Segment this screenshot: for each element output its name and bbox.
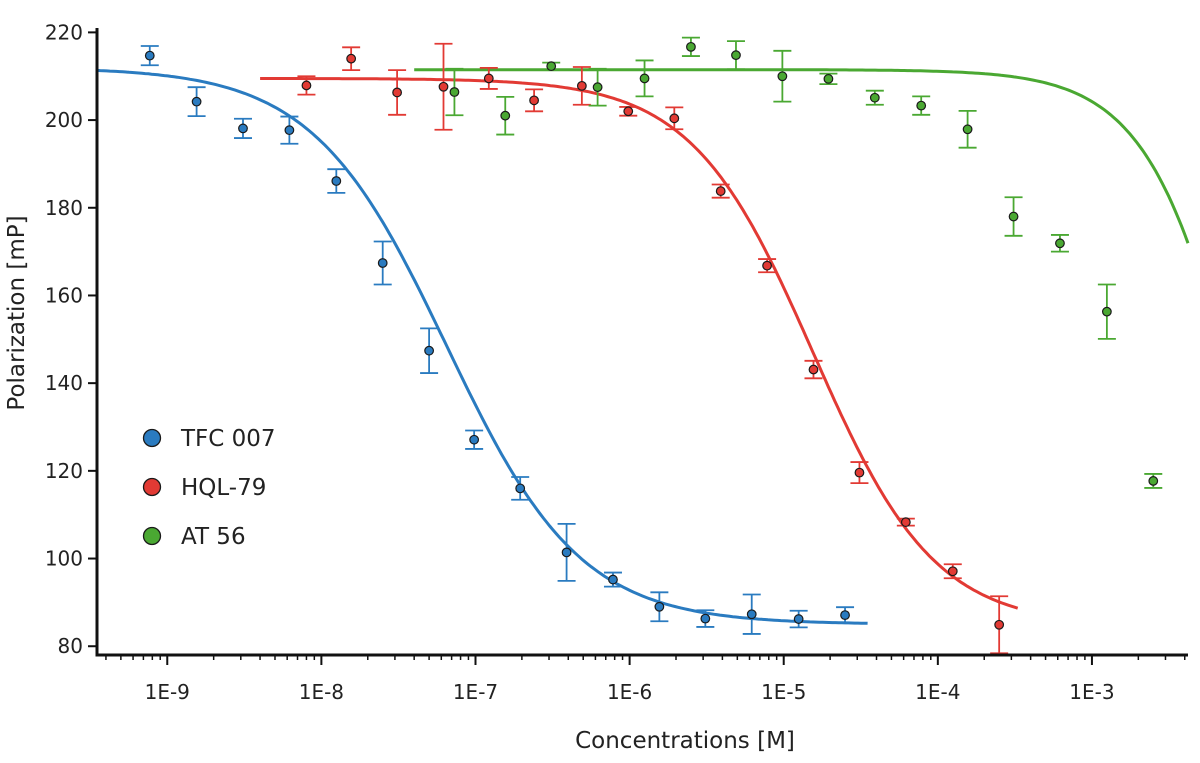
x-tick-label: 1E-5	[761, 680, 806, 704]
y-tick-label: 160	[45, 283, 83, 307]
y-tick-label: 180	[45, 196, 83, 220]
data-point	[639, 73, 650, 84]
data-point	[377, 258, 388, 268]
data-point	[900, 517, 911, 528]
data-point	[623, 106, 634, 117]
data-point	[777, 71, 788, 82]
tick-labels: 80 100 120 140 160 180 200 220 1E-9 1E-8 1E-7 1E-6 1…	[45, 20, 1115, 704]
data-point	[869, 92, 880, 103]
legend-marker	[142, 477, 162, 497]
data-point	[808, 364, 819, 375]
fit-curve-3	[414, 68, 1190, 244]
x-axis-title: Concentrations [M]	[575, 728, 795, 754]
y-tick-label: 220	[45, 20, 83, 44]
x-tick-label: 1E-3	[1069, 680, 1114, 704]
data-point	[346, 53, 357, 64]
data-point	[669, 113, 680, 124]
data-point	[1148, 476, 1159, 486]
data-point	[916, 100, 927, 111]
data-point	[238, 123, 248, 134]
data-point	[608, 574, 618, 585]
data-point	[715, 186, 726, 197]
data-point	[731, 50, 741, 61]
data-point	[438, 81, 449, 92]
legend-label: HQL-79	[181, 475, 266, 501]
legend: TFC 007 HQL-79 AT 56	[142, 426, 276, 550]
data-point	[1055, 238, 1065, 249]
data-point	[823, 73, 834, 84]
legend-marker	[142, 526, 162, 546]
data-point	[144, 50, 155, 61]
data-point	[592, 82, 603, 93]
data-point	[301, 80, 312, 91]
data-point	[284, 125, 295, 136]
x-tick-label: 1E-9	[145, 680, 190, 704]
data-point	[561, 547, 572, 558]
x-tick-label: 1E-6	[607, 680, 652, 704]
data-point	[746, 609, 757, 620]
data-point	[700, 613, 711, 624]
data-point	[331, 176, 342, 186]
y-tick-label: 80	[58, 634, 83, 658]
data-point	[962, 124, 973, 135]
data-point	[529, 95, 539, 106]
y-tick-label: 120	[45, 459, 83, 483]
data-point	[469, 434, 480, 445]
fit-curves	[96, 68, 1190, 625]
data-point	[392, 87, 403, 98]
fit-curve-1	[96, 68, 868, 625]
data-point	[840, 610, 850, 620]
x-tick-label: 1E-7	[453, 680, 498, 704]
data-point	[191, 96, 202, 107]
data-point	[854, 467, 865, 478]
data-point	[1101, 306, 1112, 317]
fit-curve-2	[260, 77, 1019, 610]
data-point	[654, 601, 665, 612]
y-tick-label: 200	[45, 108, 83, 132]
data-point	[793, 614, 804, 624]
data-point	[515, 483, 526, 494]
error-bars	[140, 36, 1163, 655]
y-axis-title: Polarization [mP]	[4, 215, 30, 410]
data-point	[483, 73, 494, 84]
data-point	[449, 87, 460, 97]
data-point	[994, 619, 1005, 630]
data-point	[686, 41, 696, 52]
legend-label: TFC 007	[180, 426, 276, 452]
legend-marker	[142, 428, 162, 448]
y-tick-label: 140	[45, 371, 83, 395]
data-point	[424, 345, 435, 356]
data-point	[500, 110, 511, 121]
data-point	[762, 260, 772, 271]
x-tick-label: 1E-8	[299, 680, 344, 704]
data-point	[576, 80, 587, 91]
data-point	[947, 566, 958, 577]
data-points	[144, 41, 1159, 630]
legend-label: AT 56	[181, 524, 246, 550]
data-point	[1008, 211, 1019, 222]
data-point	[546, 61, 557, 72]
x-tick-label: 1E-4	[915, 680, 960, 704]
axes	[88, 28, 1188, 665]
y-tick-label: 100	[45, 547, 83, 571]
